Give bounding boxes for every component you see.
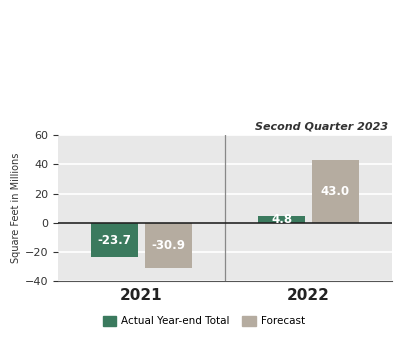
Bar xyxy=(91,223,138,257)
Text: -23.7: -23.7 xyxy=(98,234,132,247)
Text: FIGURE 2: FIGURE 2 xyxy=(10,8,57,17)
Text: 4.8: 4.8 xyxy=(271,213,292,226)
Legend: Actual Year-end Total, Forecast: Actual Year-end Total, Forecast xyxy=(98,312,310,330)
Text: 43.0: 43.0 xyxy=(321,185,350,198)
Y-axis label: Square Feet in Millions: Square Feet in Millions xyxy=(11,153,21,263)
Bar xyxy=(145,223,192,268)
Text: U.S. Markets, Annual Net Absorption: U.S. Markets, Annual Net Absorption xyxy=(10,80,225,93)
Bar xyxy=(312,160,358,223)
Text: The NAIOP Office Space Demand Forecast: The NAIOP Office Space Demand Forecast xyxy=(10,37,339,51)
Text: Second Quarter 2023: Second Quarter 2023 xyxy=(255,122,388,132)
Bar xyxy=(258,216,305,223)
Text: -30.9: -30.9 xyxy=(151,239,185,252)
